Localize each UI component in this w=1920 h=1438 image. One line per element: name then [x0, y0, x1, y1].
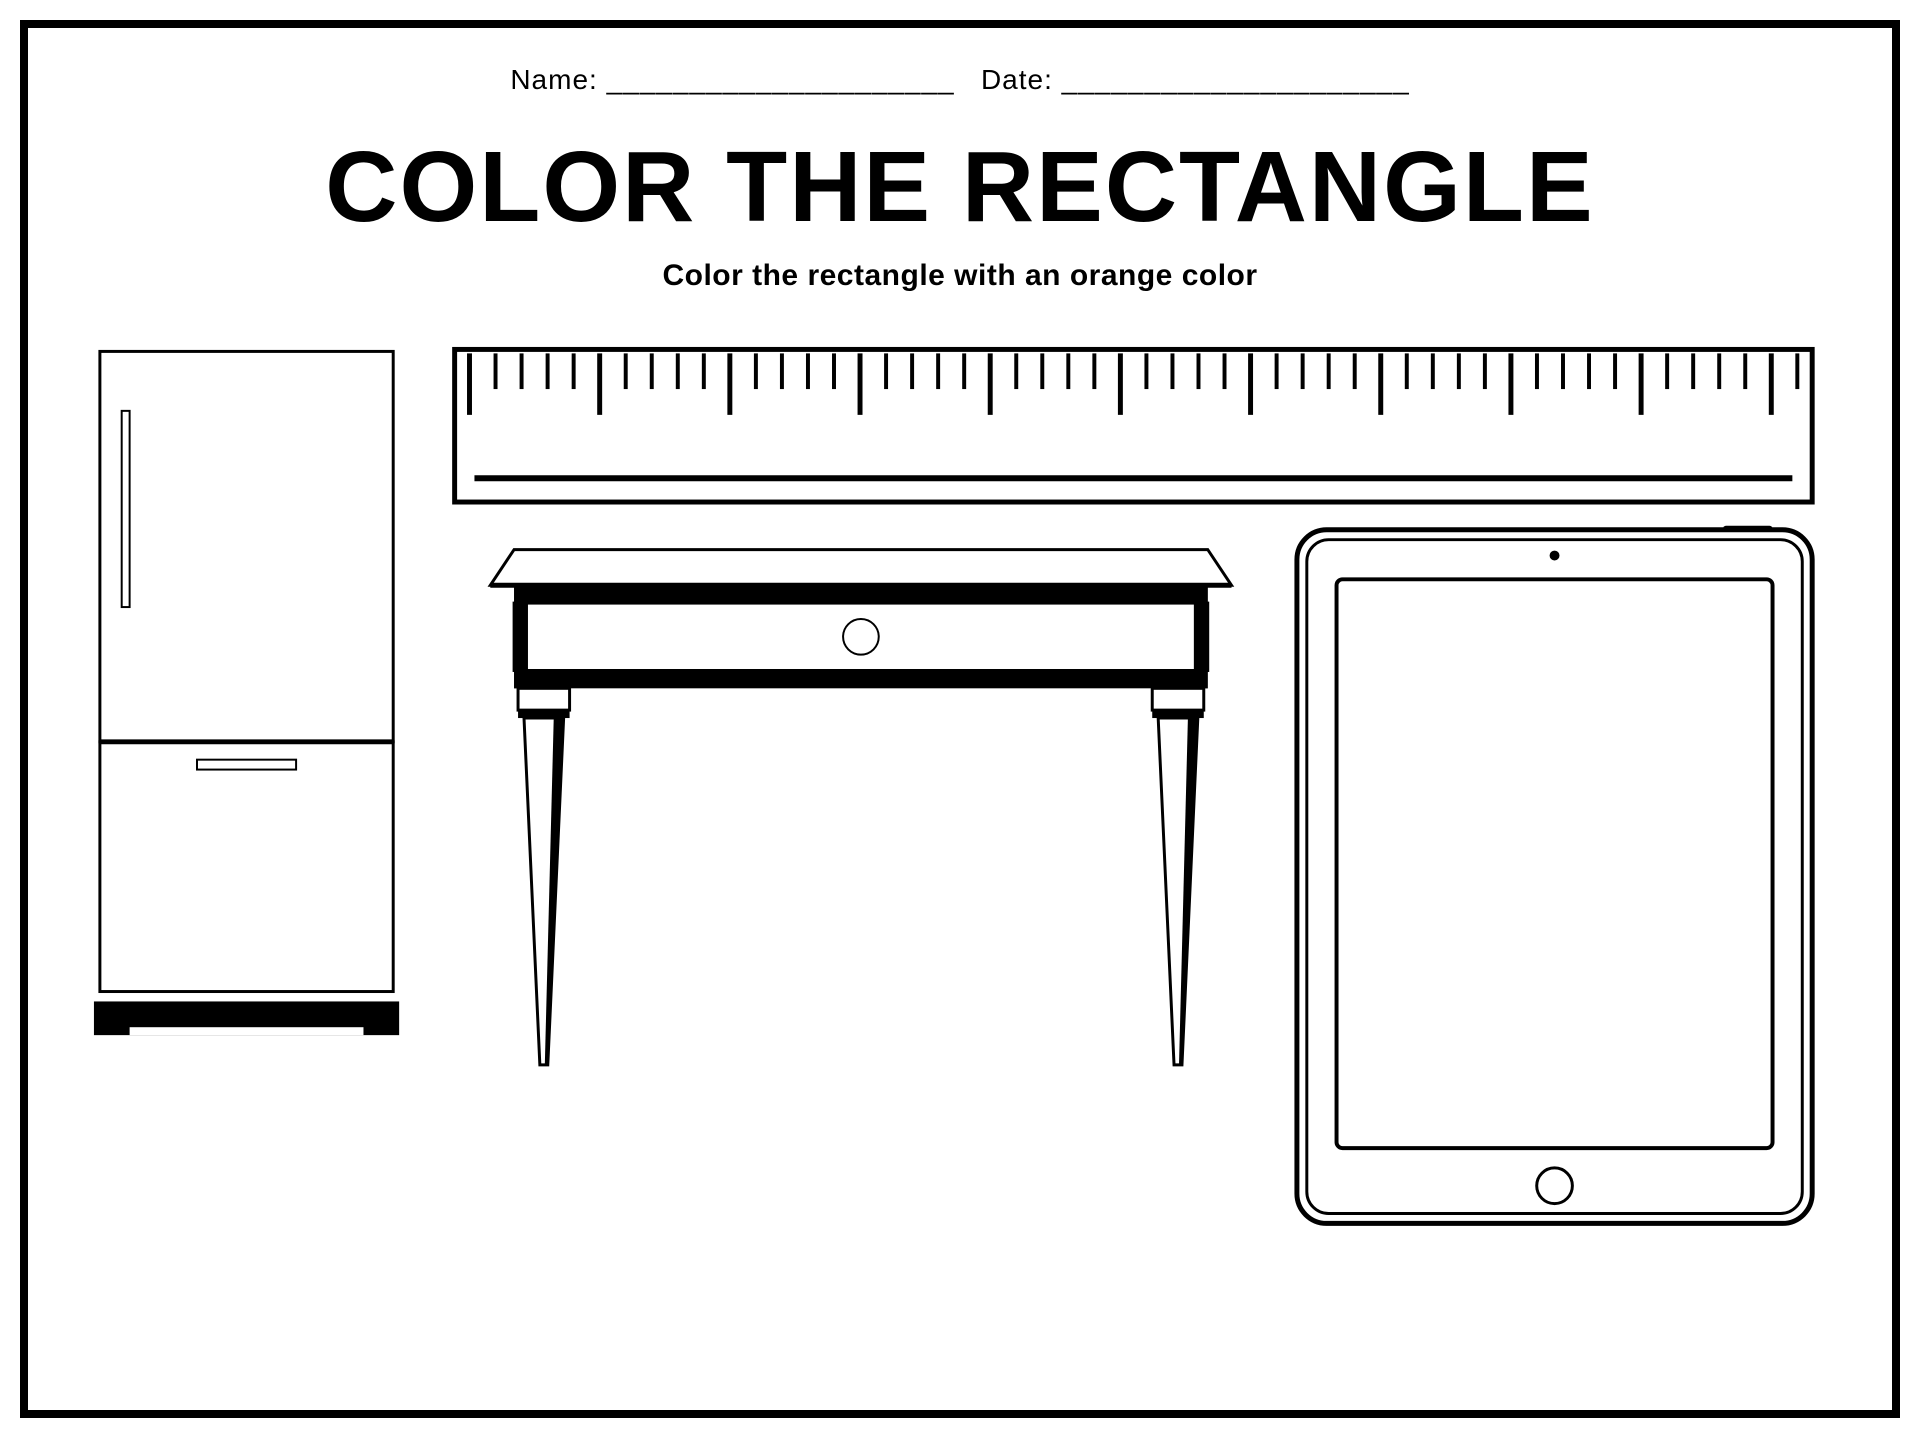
tablet-icon — [1297, 526, 1812, 1224]
refrigerator-icon — [94, 351, 399, 1035]
page-subtitle: Color the rectangle with an orange color — [88, 259, 1832, 293]
ruler-icon — [455, 349, 1813, 502]
name-field-label: Name: _____________________ — [510, 64, 954, 95]
drawings-svg — [88, 327, 1832, 1337]
page-title: COLOR THE RECTANGLE — [88, 130, 1832, 245]
worksheet-page: Name: _____________________ Date: ______… — [0, 0, 1920, 1438]
illustration-area — [88, 327, 1832, 1337]
date-field-label: Date: _____________________ — [981, 64, 1410, 95]
outer-border: Name: _____________________ Date: ______… — [20, 20, 1900, 1418]
header-line: Name: _____________________ Date: ______… — [88, 64, 1832, 96]
table-icon — [490, 550, 1231, 1065]
